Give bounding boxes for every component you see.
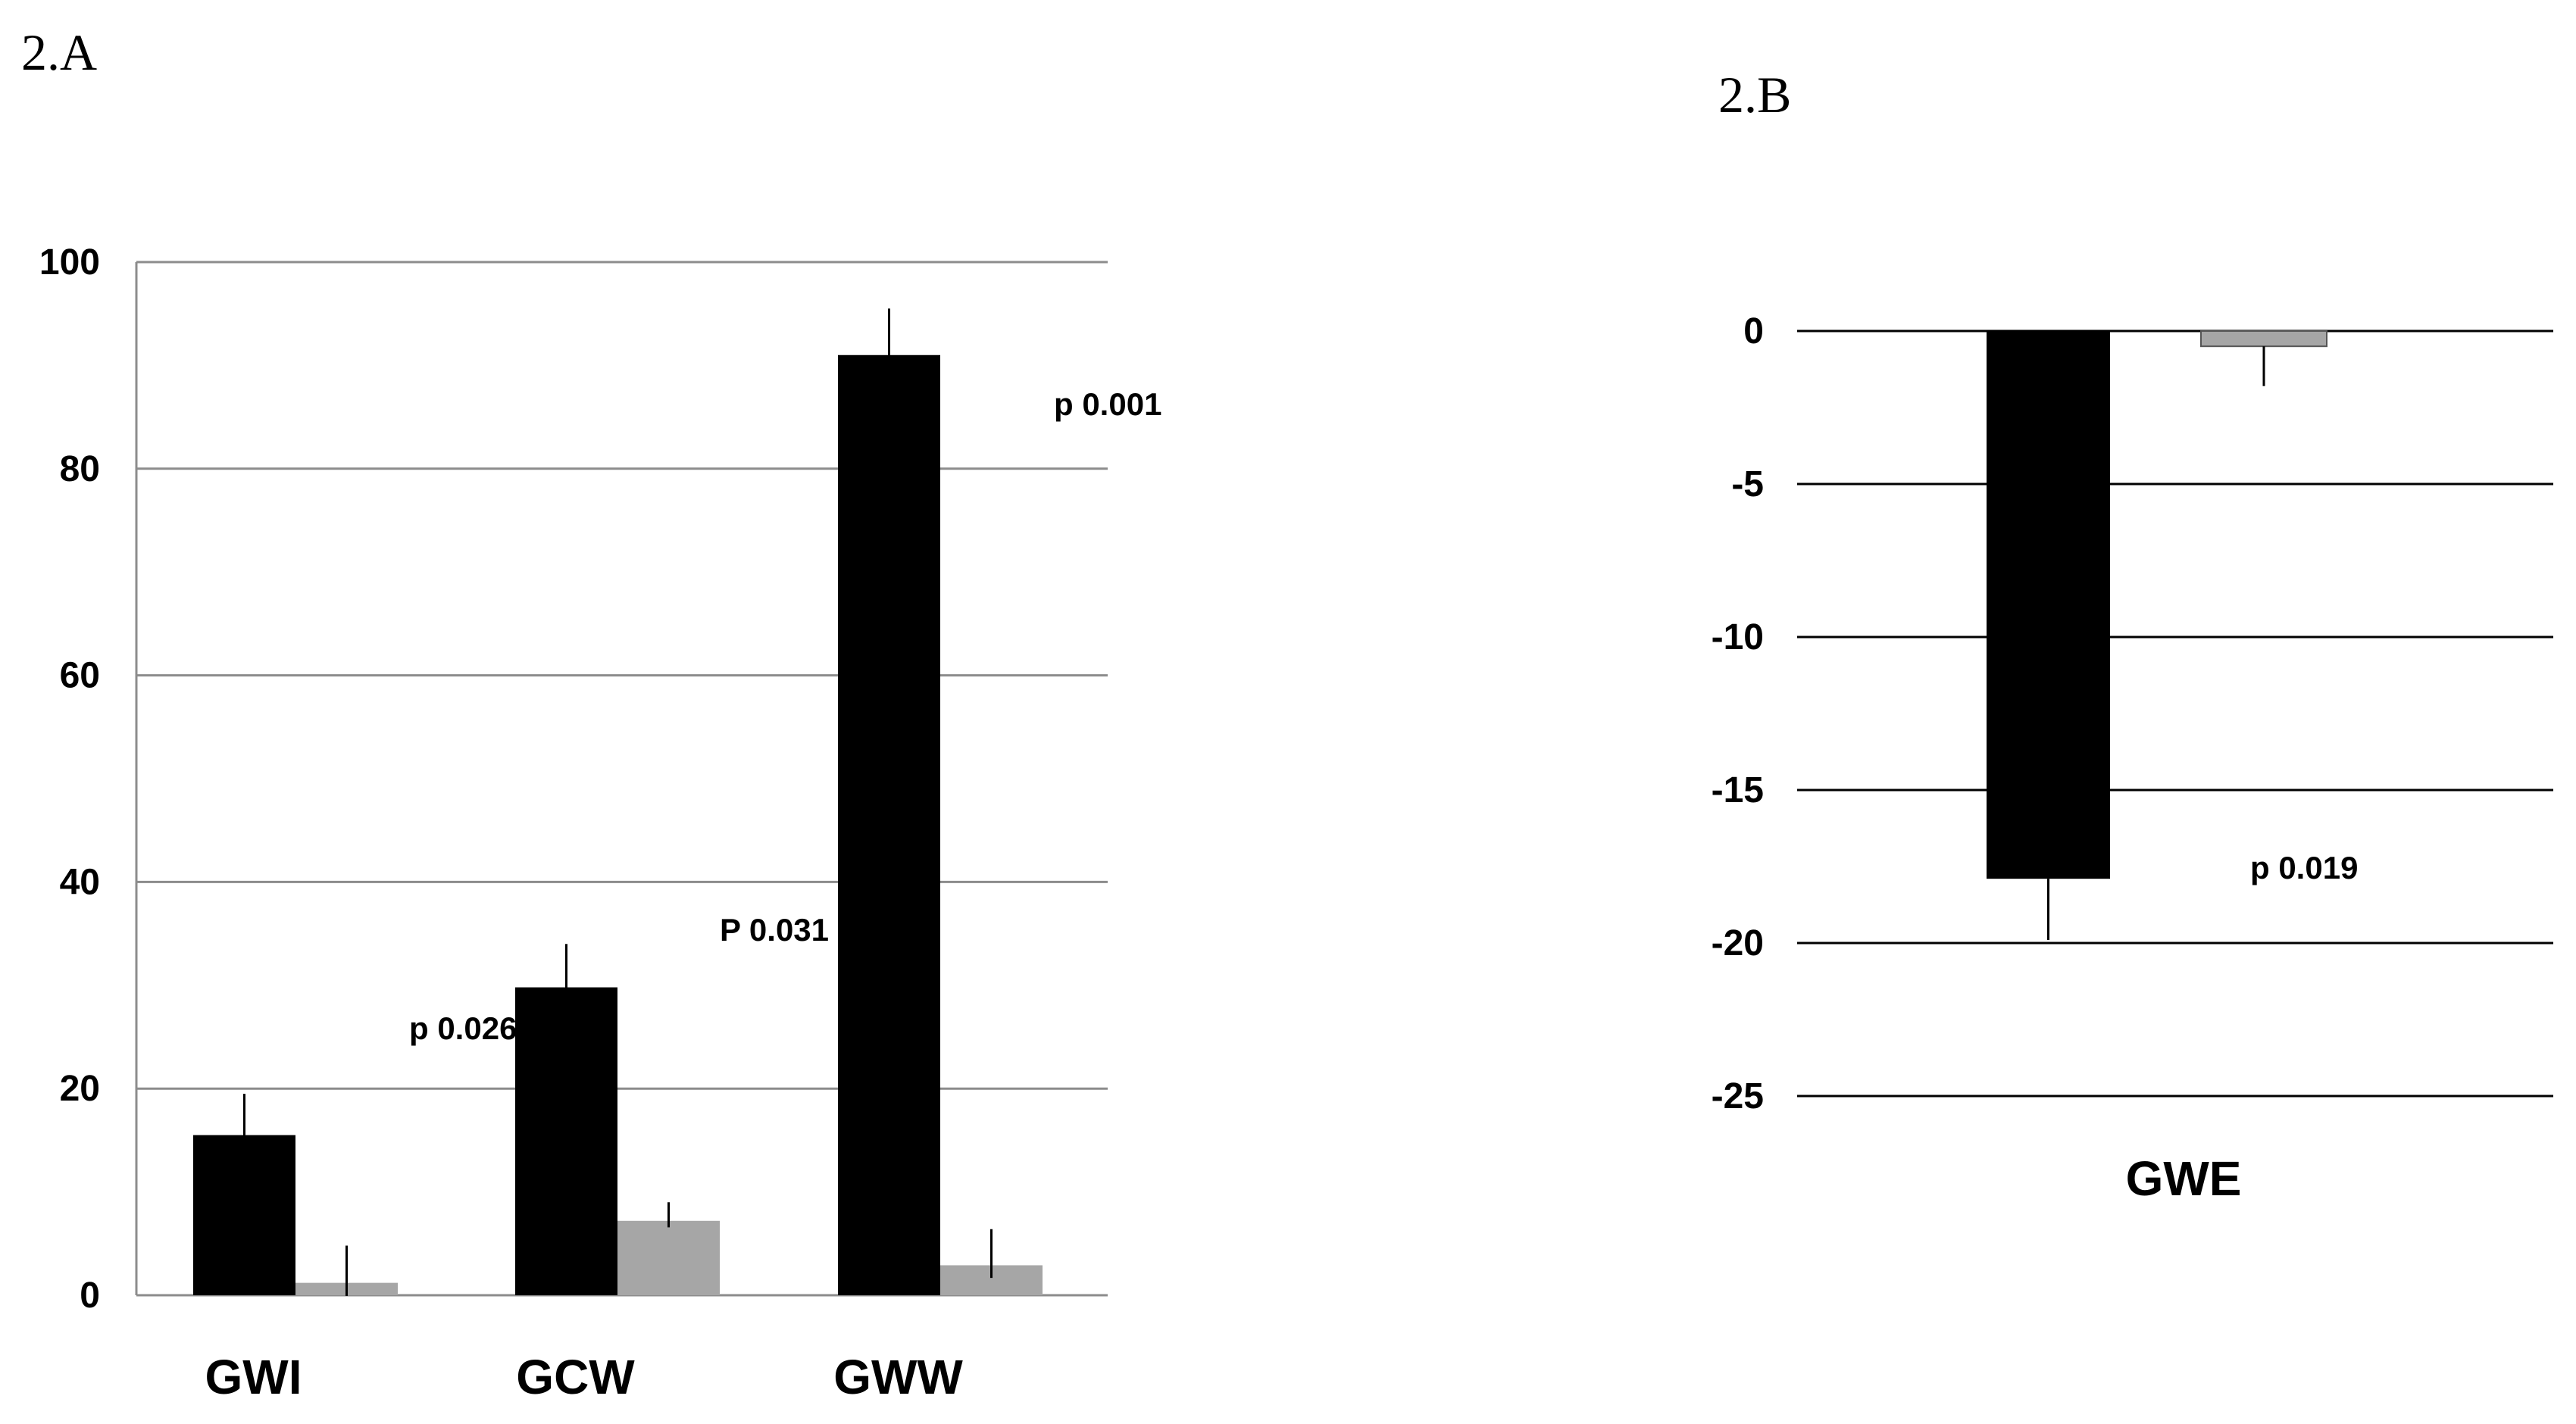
chart-b: 0 -5 -10 -15 -20 -25 p 0.019 GWE bbox=[1712, 311, 2553, 1206]
y-tick-label: -10 bbox=[1712, 617, 1764, 657]
y-tick-label: 0 bbox=[80, 1276, 100, 1316]
p-value-annotation: p 0.019 bbox=[2250, 850, 2358, 885]
bar bbox=[617, 1220, 720, 1295]
y-tick-label: 0 bbox=[1743, 311, 1764, 351]
y-tick-label: -5 bbox=[1731, 464, 1764, 504]
bar bbox=[193, 1135, 295, 1295]
bar bbox=[838, 354, 940, 1295]
y-tick-label: 60 bbox=[60, 656, 100, 696]
category-label: GWW bbox=[833, 1350, 963, 1404]
bar bbox=[2200, 330, 2327, 348]
y-tick-label: -20 bbox=[1712, 923, 1764, 963]
category-label: GWI bbox=[205, 1350, 302, 1404]
panel-b-label: 2.B bbox=[1718, 66, 1791, 123]
bar bbox=[1987, 331, 2110, 879]
panel-a-label: 2.A bbox=[21, 23, 97, 81]
category-label: GWE bbox=[2126, 1151, 2242, 1206]
p-value-annotation: p 0.026 bbox=[409, 1010, 517, 1046]
y-tick-label: -15 bbox=[1712, 770, 1764, 810]
y-tick-label: -25 bbox=[1712, 1076, 1764, 1116]
p-value-annotation: P 0.031 bbox=[720, 912, 829, 948]
p-value-annotation: p 0.001 bbox=[1054, 386, 1161, 422]
y-tick-label: 100 bbox=[39, 242, 100, 283]
y-tick-label: 20 bbox=[60, 1069, 100, 1109]
y-tick-label: 80 bbox=[60, 449, 100, 489]
y-tick-label: 40 bbox=[60, 862, 100, 902]
category-label: GCW bbox=[516, 1350, 635, 1404]
bar bbox=[515, 987, 617, 1295]
chart-a: 0 20 40 60 80 100 GWI p 0.026 GCW P 0.031 GWW p 0.0… bbox=[39, 242, 1162, 1404]
